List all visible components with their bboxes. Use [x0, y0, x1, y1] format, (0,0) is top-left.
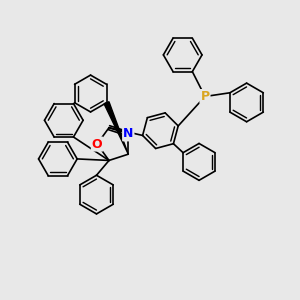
Text: O: O	[92, 138, 102, 151]
Text: P: P	[200, 90, 209, 103]
Text: N: N	[123, 128, 134, 140]
Polygon shape	[104, 102, 128, 154]
